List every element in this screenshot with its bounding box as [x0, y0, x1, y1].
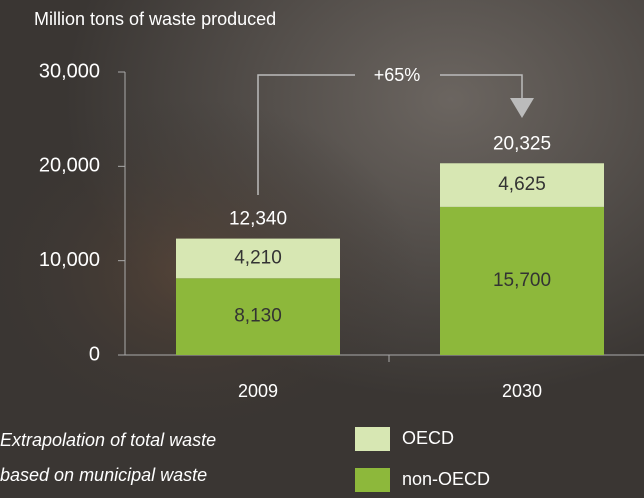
bar-label: 15,700 — [493, 270, 551, 291]
annotation: +65% — [374, 65, 421, 85]
y-tick-label: 20,000 — [39, 155, 100, 177]
y-tick-label: 10,000 — [39, 249, 100, 271]
total-label: 12,340 — [229, 209, 287, 230]
footnote: Extrapolation of total waste — [0, 430, 216, 450]
y-tick-label: 0 — [89, 343, 100, 365]
footnote: based on municipal waste — [0, 465, 207, 485]
x-tick-label: 2030 — [502, 381, 542, 401]
chart: Million tons of waste produced +65% Extr… — [0, 0, 644, 498]
y-tick-label: 30,000 — [39, 60, 100, 82]
legend-label: non-OECD — [402, 469, 490, 489]
bar-label: 4,210 — [234, 247, 282, 268]
bar-label: 4,625 — [498, 174, 546, 195]
bar-label: 8,130 — [234, 306, 282, 327]
legend-label: OECD — [402, 428, 454, 448]
legend-swatch — [355, 468, 390, 492]
legend-swatch — [355, 427, 390, 451]
total-label: 20,325 — [493, 133, 551, 154]
x-tick-label: 2009 — [238, 381, 278, 401]
chart-title: Million tons of waste produced — [34, 9, 276, 29]
